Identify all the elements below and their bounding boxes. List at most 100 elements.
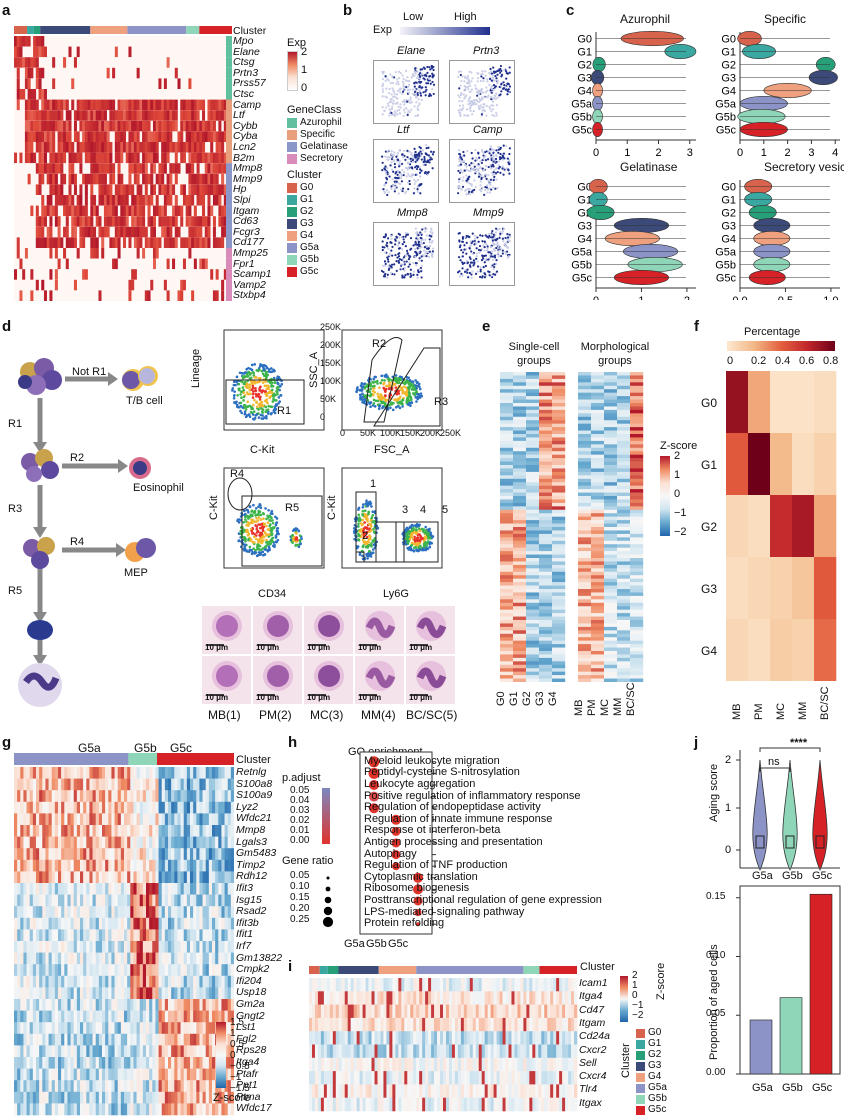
cell	[82, 142, 85, 153]
g-cell	[190, 802, 193, 814]
e-cell	[539, 675, 552, 679]
flow-dot	[252, 413, 255, 416]
g-cell	[155, 871, 158, 883]
cell	[107, 216, 110, 227]
e-cell	[500, 613, 513, 617]
g-cell	[64, 941, 67, 953]
cell	[79, 216, 82, 227]
cell	[128, 227, 131, 238]
g-cell	[228, 790, 231, 802]
g-cell	[187, 929, 190, 941]
g-cell	[102, 825, 105, 837]
g-cell	[152, 802, 155, 814]
e-cell	[526, 668, 539, 672]
g-cell	[149, 848, 152, 860]
g-cell	[228, 860, 231, 872]
e-cell	[552, 437, 565, 441]
g-cell	[93, 976, 96, 988]
cell	[161, 184, 164, 195]
flow-dot	[255, 400, 258, 403]
cell	[142, 206, 145, 217]
g-cell	[61, 929, 64, 941]
g-cell	[108, 825, 111, 837]
g-cell	[89, 929, 92, 941]
e-cell	[630, 437, 643, 441]
g-cell	[86, 964, 89, 976]
cell	[123, 195, 126, 206]
e-cell	[578, 555, 591, 559]
e-cell	[513, 599, 526, 603]
g-cell	[14, 976, 17, 988]
g-cell	[165, 895, 168, 907]
g-cell	[17, 767, 20, 779]
cell	[98, 184, 101, 195]
g-cell	[39, 802, 42, 814]
g-cell	[64, 779, 67, 791]
flow-dot	[417, 542, 420, 545]
cell	[90, 110, 93, 121]
g-cell	[27, 860, 30, 872]
cell	[213, 195, 216, 206]
g-cell	[146, 848, 149, 860]
g-cell	[155, 825, 158, 837]
flow-dot	[257, 554, 260, 557]
violin-group-label: G0	[721, 182, 736, 194]
g-cell	[140, 767, 143, 779]
flow-dot	[266, 367, 269, 370]
cell	[49, 163, 52, 174]
e-cell	[591, 679, 604, 682]
cell	[49, 100, 52, 111]
e-cell	[539, 465, 552, 469]
cell-cluster-icon-3	[23, 537, 55, 569]
cell	[55, 100, 58, 111]
g-cell	[181, 895, 184, 907]
g-cell	[124, 953, 127, 965]
cell	[216, 237, 219, 248]
e-cell	[539, 599, 552, 603]
g-cell	[42, 837, 45, 849]
g-cell	[212, 871, 215, 883]
e-cell	[552, 462, 565, 466]
e-cell	[578, 610, 591, 614]
g-cell	[27, 883, 30, 895]
flow-dot	[261, 370, 264, 373]
e-cell	[552, 623, 565, 627]
g-cell	[127, 871, 130, 883]
cell	[186, 110, 189, 121]
e-cell	[617, 603, 630, 607]
panel-label-a: a	[2, 2, 10, 19]
g-cell	[181, 906, 184, 918]
flow-dot	[277, 386, 280, 389]
g-cell	[86, 895, 89, 907]
e-cell	[617, 417, 630, 421]
flow-dot	[261, 523, 264, 526]
cell	[109, 163, 112, 174]
g-cell	[14, 918, 17, 930]
cell	[41, 142, 44, 153]
g-cell	[231, 779, 234, 791]
e-cell	[552, 644, 565, 648]
cell	[69, 206, 72, 217]
g-cell	[146, 918, 149, 930]
geneclass-bar-Cd63	[226, 216, 232, 227]
g-cell	[83, 976, 86, 988]
g-cell	[203, 976, 206, 988]
cell	[180, 280, 183, 291]
g-cell	[206, 895, 209, 907]
cell	[112, 121, 115, 132]
flow-dot	[243, 548, 246, 551]
flow-dot	[273, 545, 276, 548]
g-cell	[143, 976, 146, 988]
e-cell	[591, 658, 604, 662]
e-cell	[526, 517, 539, 521]
g-cell	[55, 860, 58, 872]
cell	[210, 174, 213, 185]
e-cell	[552, 627, 565, 631]
g-cell	[228, 825, 231, 837]
violin-group-label: G0	[721, 34, 736, 46]
e-cell	[578, 565, 591, 569]
e-cell	[604, 503, 617, 507]
e-cell	[539, 658, 552, 662]
e-cell	[630, 551, 643, 555]
cell	[134, 142, 137, 153]
